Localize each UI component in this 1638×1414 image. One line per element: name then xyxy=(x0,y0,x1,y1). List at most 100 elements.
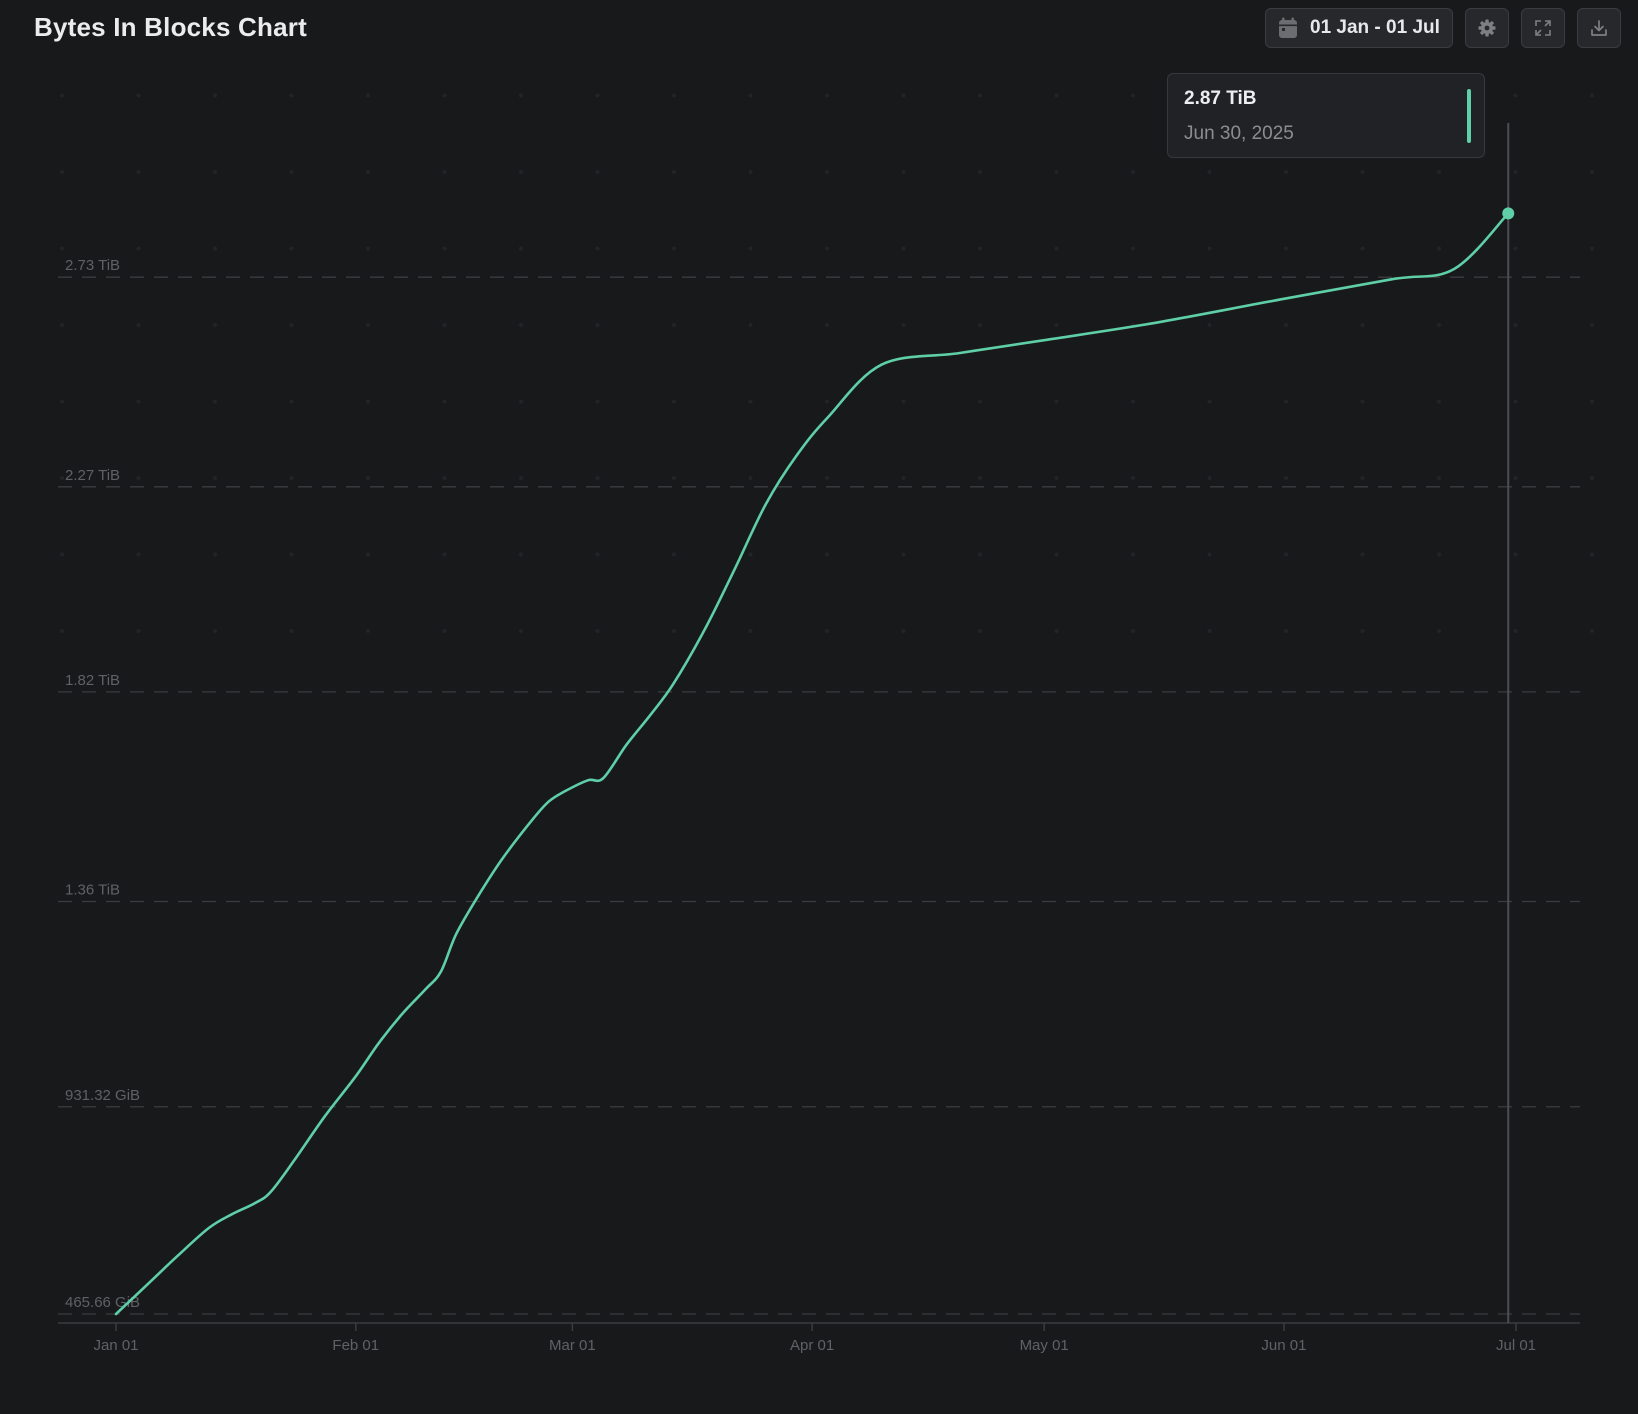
x-tick-label: Jan 01 xyxy=(93,1337,138,1354)
background-dot xyxy=(289,170,294,174)
background-dot xyxy=(1207,552,1212,557)
background-dot xyxy=(1284,170,1288,174)
background-dot xyxy=(1207,170,1212,174)
background-dot xyxy=(978,552,982,557)
background-dot xyxy=(1360,476,1365,480)
background-dot xyxy=(366,399,370,404)
background-dot xyxy=(901,552,906,557)
background-dot xyxy=(901,629,906,633)
background-dot xyxy=(289,476,294,480)
background-dot xyxy=(1437,476,1441,480)
download-button[interactable] xyxy=(1577,8,1621,48)
background-dot xyxy=(901,323,906,327)
x-tick-label: Apr 01 xyxy=(790,1337,834,1354)
background-dot xyxy=(136,629,141,633)
background-dot xyxy=(519,552,523,557)
background-dot xyxy=(213,552,217,557)
x-tick-label: Mar 01 xyxy=(549,1337,596,1354)
background-dot xyxy=(442,323,447,327)
background-dot xyxy=(1513,552,1518,557)
x-tick-label: Jun 01 xyxy=(1261,1337,1306,1354)
background-dot xyxy=(1207,399,1212,404)
background-dot xyxy=(672,170,676,174)
background-dot xyxy=(1131,476,1135,480)
background-dot xyxy=(825,323,829,327)
background-dot xyxy=(519,323,523,327)
chart-area: 465.66 GiB 931.32 GiB 1.36 TiB 1.82 TiB 2.27… xyxy=(0,58,1638,1414)
background-dot xyxy=(595,629,600,633)
highlight-point xyxy=(1502,207,1515,220)
tooltip-value: 2.87 TiB xyxy=(1184,88,1257,109)
background-dot xyxy=(289,552,294,557)
background-dot xyxy=(748,629,753,633)
background-dot xyxy=(1284,323,1288,327)
background-dot xyxy=(1054,93,1059,98)
background-dot xyxy=(978,246,982,251)
background-dot xyxy=(1360,552,1365,557)
background-dot xyxy=(1513,323,1518,327)
background-dot xyxy=(1590,246,1594,251)
background-dot xyxy=(978,93,982,98)
background-dot xyxy=(825,476,829,480)
fullscreen-button[interactable] xyxy=(1521,8,1565,48)
background-dot xyxy=(519,629,523,633)
background-dot xyxy=(1513,93,1518,98)
background-dot xyxy=(748,93,753,98)
y-tick-label: 1.36 TiB xyxy=(65,881,120,898)
chart-header: Bytes In Blocks Chart 01 Jan - 01 Jul xyxy=(0,0,1638,58)
background-dot xyxy=(1207,629,1212,633)
chart-title: Bytes In Blocks Chart xyxy=(34,12,307,42)
settings-button[interactable] xyxy=(1465,8,1509,48)
chart-tooltip: 2.87 TiB Jun 30, 2025 xyxy=(1167,73,1485,158)
background-dot xyxy=(1207,476,1212,480)
background-dot xyxy=(748,323,753,327)
background-dot xyxy=(672,246,676,251)
background-dot xyxy=(1590,629,1594,633)
background-dot xyxy=(289,399,294,404)
background-dot xyxy=(1360,629,1365,633)
background-dot xyxy=(213,629,217,633)
y-tick-label: 465.66 GiB xyxy=(65,1294,140,1311)
background-dot xyxy=(442,552,447,557)
background-dot xyxy=(672,93,676,98)
background-dot xyxy=(60,93,64,98)
background-dot xyxy=(136,476,141,480)
background-dot xyxy=(1284,399,1288,404)
x-tick-label: May 01 xyxy=(1020,1337,1069,1354)
background-dot xyxy=(901,399,906,404)
y-tick-label: 2.73 TiB xyxy=(65,257,120,274)
background-dot xyxy=(442,170,447,174)
background-dot xyxy=(519,399,523,404)
y-tick-label: 1.82 TiB xyxy=(65,672,120,689)
background-dot xyxy=(442,629,447,633)
background-dot xyxy=(825,170,829,174)
background-dot xyxy=(595,246,600,251)
background-dot xyxy=(901,93,906,98)
date-range-button[interactable]: 01 Jan - 01 Jul xyxy=(1265,8,1453,48)
background-dot xyxy=(136,93,141,98)
background-dot xyxy=(519,170,523,174)
background-dot xyxy=(978,170,982,174)
background-dot xyxy=(136,552,141,557)
background-dot xyxy=(519,246,523,251)
background-dot xyxy=(213,399,217,404)
x-tick-label: Jul 01 xyxy=(1496,1337,1536,1354)
background-dot xyxy=(1360,399,1365,404)
chart-toolbar: 01 Jan - 01 Jul xyxy=(1265,8,1621,48)
background-dot xyxy=(213,476,217,480)
background-dot xyxy=(1054,246,1059,251)
background-dot xyxy=(978,323,982,327)
background-dot xyxy=(1131,93,1135,98)
background-dot xyxy=(1054,476,1059,480)
background-dot xyxy=(136,399,141,404)
calendar-icon xyxy=(1278,17,1298,39)
line-chart[interactable]: 465.66 GiB 931.32 GiB 1.36 TiB 1.82 TiB 2.27… xyxy=(0,58,1638,1414)
background-dot xyxy=(60,170,64,174)
background-dot xyxy=(1054,552,1059,557)
background-dot xyxy=(595,93,600,98)
background-dot xyxy=(60,552,64,557)
background-dot xyxy=(60,399,64,404)
background-dot xyxy=(595,552,600,557)
background-dot xyxy=(366,476,370,480)
